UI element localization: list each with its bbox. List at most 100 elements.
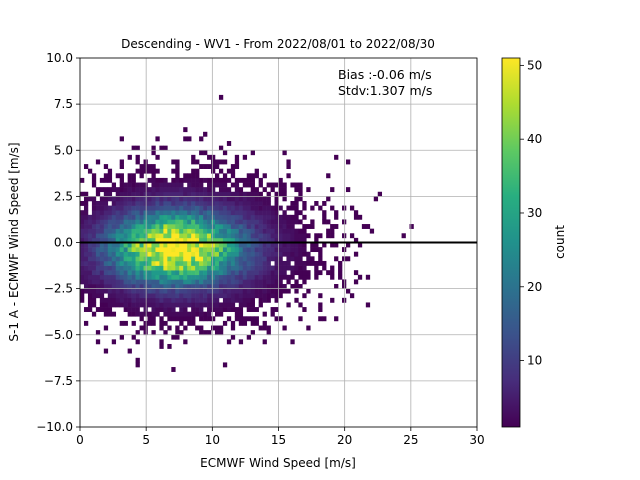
heatmap-cell xyxy=(147,284,152,289)
heatmap-cell xyxy=(83,270,89,276)
heatmap-cell xyxy=(95,270,101,276)
heatmap-cell xyxy=(203,205,208,211)
heatmap-cell xyxy=(274,260,279,266)
heatmap-cell xyxy=(95,205,101,211)
heatmap-cell xyxy=(222,302,228,308)
heatmap-cell xyxy=(171,205,176,211)
heatmap-cell xyxy=(254,316,259,322)
heatmap-cell xyxy=(338,274,343,280)
heatmap-cell xyxy=(191,293,196,299)
heatmap-cell xyxy=(218,325,224,331)
heatmap-cell xyxy=(195,307,200,312)
heatmap-cell xyxy=(326,233,331,239)
heatmap-cell xyxy=(238,270,244,276)
heatmap-cell xyxy=(95,237,101,243)
heatmap-cell xyxy=(187,288,192,294)
heatmap-cell xyxy=(254,274,259,280)
heatmap-cell xyxy=(191,265,196,271)
heatmap-cell xyxy=(226,187,232,193)
heatmap-cell xyxy=(155,168,160,174)
heatmap-cell xyxy=(246,251,252,257)
heatmap-cell xyxy=(99,284,105,289)
heatmap-cell xyxy=(151,196,156,202)
heatmap-cell xyxy=(139,316,144,322)
heatmap-cell xyxy=(211,265,216,271)
heatmap-cell xyxy=(99,297,105,303)
heatmap-cell xyxy=(254,242,259,248)
heatmap-cell xyxy=(246,293,252,299)
heatmap-cell xyxy=(103,237,109,243)
heatmap-cell xyxy=(234,224,240,229)
heatmap-cell xyxy=(139,200,144,206)
heatmap-cell xyxy=(211,279,216,285)
heatmap-cell xyxy=(107,265,113,271)
y-tick-label: 2.5 xyxy=(54,189,73,203)
heatmap-cell xyxy=(171,265,176,271)
heatmap-cell xyxy=(119,177,124,183)
heatmap-cell xyxy=(99,302,105,308)
heatmap-cell xyxy=(155,265,160,271)
heatmap-cell xyxy=(87,279,93,285)
heatmap-cell xyxy=(127,187,132,193)
colorbar-label: count xyxy=(553,225,567,259)
heatmap-cell xyxy=(306,233,311,239)
heatmap-cell xyxy=(290,284,295,289)
heatmap-cell xyxy=(107,205,113,211)
heatmap-cell xyxy=(139,210,144,216)
heatmap-cell xyxy=(119,270,124,276)
heatmap-cell xyxy=(143,168,148,174)
heatmap-cell xyxy=(226,316,232,322)
heatmap-cell xyxy=(91,297,97,303)
heatmap-cell xyxy=(135,251,140,257)
heatmap-cell xyxy=(199,297,204,303)
heatmap-cell xyxy=(147,274,152,280)
heatmap-cell xyxy=(222,228,228,234)
heatmap-cell xyxy=(171,307,176,312)
heatmap-cell xyxy=(274,219,279,225)
heatmap-cell xyxy=(80,297,85,303)
heatmap-cell xyxy=(155,274,160,280)
heatmap-cell xyxy=(238,256,244,262)
heatmap-cell xyxy=(123,256,128,262)
heatmap-cell xyxy=(187,251,192,257)
heatmap-cell xyxy=(119,200,124,206)
heatmap-cell xyxy=(155,224,160,229)
heatmap-cell xyxy=(214,274,220,280)
heatmap-cell xyxy=(203,228,208,234)
heatmap-cell xyxy=(211,297,216,303)
heatmap-cell xyxy=(246,224,252,229)
heatmap-cell xyxy=(207,237,212,243)
heatmap-cell xyxy=(183,288,188,294)
heatmap-cell xyxy=(107,233,113,239)
heatmap-cell xyxy=(266,288,271,294)
heatmap-cell xyxy=(195,237,200,243)
heatmap-cell xyxy=(167,224,172,229)
heatmap-cell xyxy=(254,196,259,202)
heatmap-cell xyxy=(143,279,148,285)
heatmap-cell xyxy=(218,237,224,243)
heatmap-cell xyxy=(107,288,113,294)
heatmap-cell xyxy=(123,224,128,229)
heatmap-cell xyxy=(226,274,232,280)
heatmap-cell xyxy=(103,191,109,197)
heatmap-cell xyxy=(218,260,224,266)
heatmap-cell xyxy=(254,187,259,193)
heatmap-cell xyxy=(298,302,303,308)
heatmap-cell xyxy=(282,182,287,188)
heatmap-cell xyxy=(83,307,89,312)
heatmap-cell xyxy=(294,265,299,271)
heatmap-cell xyxy=(147,270,152,276)
heatmap-cell xyxy=(183,233,188,239)
heatmap-cell xyxy=(191,154,196,160)
heatmap-cell xyxy=(262,242,267,248)
heatmap-cell xyxy=(123,270,128,276)
heatmap-cell xyxy=(238,205,244,211)
heatmap-cell xyxy=(155,196,160,202)
heatmap-cell xyxy=(191,320,196,326)
heatmap-cell xyxy=(127,251,132,257)
heatmap-cell xyxy=(238,233,244,239)
heatmap-cell xyxy=(334,256,339,262)
heatmap-cell xyxy=(91,279,97,285)
heatmap-cell xyxy=(195,251,200,257)
heatmap-cell xyxy=(282,284,287,289)
